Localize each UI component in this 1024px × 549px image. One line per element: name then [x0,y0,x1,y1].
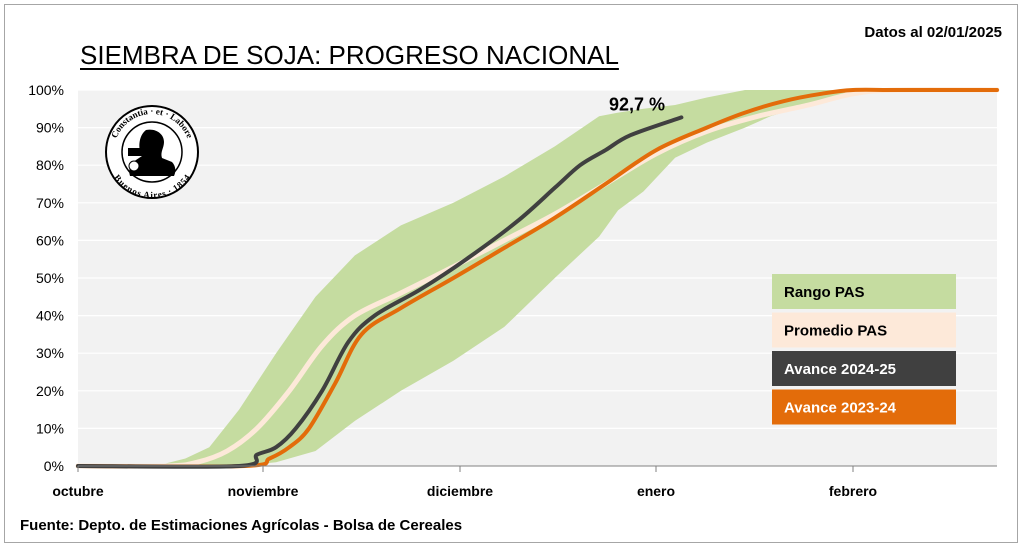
legend-label: Rango PAS [784,284,865,301]
annotation-layer: 92,7 % [609,95,665,115]
series-line-avance-2024-25 [76,115,684,469]
x-tick-label: noviembre [228,483,299,499]
legend-swatch [772,351,956,386]
date-note: Datos al 02/01/2025 [864,24,1002,41]
legend-swatch [772,274,956,309]
legend: Rango PAS Promedio PAS Avance 2024-25 Avanc… [772,274,956,425]
y-tick-label: 20% [36,383,64,399]
series-line-promedio-pas [75,87,1000,469]
legend-label: Avance 2024-25 [784,361,896,378]
value-annotation: 92,7 % [609,95,665,115]
x-tick-label: diciembre [427,483,493,499]
y-tick-label: 90% [36,120,64,136]
y-tick-label: 70% [36,195,64,211]
x-tick-label: enero [637,483,675,499]
x-tick-label: febrero [829,483,877,499]
range-band [78,90,997,466]
y-tick-label: 100% [28,82,64,98]
axis-layer: 0% 10% 20% 30% 40% 50% 60% 70% 80% 90% 100% octubre… [28,82,997,499]
legend-label: Promedio PAS [784,323,887,340]
y-tick-label: 50% [36,270,64,286]
y-tick-label: 80% [36,157,64,173]
bolsa-de-cereales-seal-icon: Constantia · et · Labore Buenos Aires · … [105,105,199,200]
series-line-avance-2023-24 [76,87,999,469]
chart-title: SIEMBRA DE SOJA: PROGRESO NACIONAL [80,40,619,70]
series-layer [75,87,1000,469]
y-tick-label: 10% [36,420,64,436]
legend-label: Avance 2023-24 [784,400,897,417]
legend-swatch [772,389,956,425]
y-tick-label: 40% [36,308,64,324]
legend-swatch [772,312,956,348]
source-note: Fuente: Depto. de Estimaciones Agrícolas… [20,517,463,534]
x-tick-label: octubre [52,483,104,499]
range-band-layer [78,90,997,466]
y-tick-label: 0% [44,458,64,474]
y-tick-label: 60% [36,232,64,248]
y-tick-label: 30% [36,345,64,361]
